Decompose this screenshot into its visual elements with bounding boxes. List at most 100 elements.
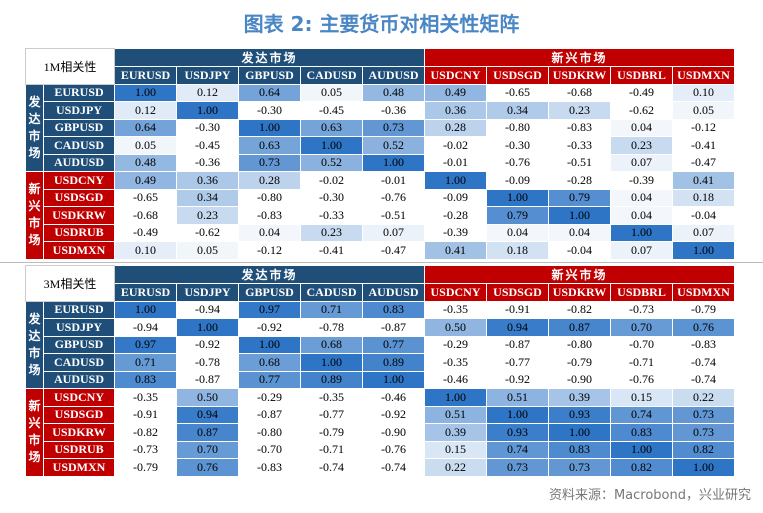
correlation-cell: 0.04	[610, 118, 673, 137]
correlation-cell: -0.30	[176, 118, 239, 137]
correlation-cell: -0.68	[548, 83, 611, 102]
correlation-cell: 0.12	[176, 83, 239, 102]
row-header: USDRUB	[43, 440, 115, 459]
correlation-cell: 0.73	[672, 405, 735, 424]
correlation-cell: -0.80	[548, 335, 611, 354]
correlation-cell: -0.83	[238, 458, 301, 477]
divider	[0, 262, 763, 263]
row-group-label-developed: 发达市场	[25, 83, 44, 172]
correlation-cell: 0.23	[300, 223, 363, 242]
correlation-cell: -0.36	[176, 153, 239, 172]
correlation-cell: 1.00	[424, 388, 487, 407]
column-header: USDKRW	[548, 283, 611, 302]
correlation-cell: 0.23	[610, 136, 673, 155]
correlation-cell: 0.36	[424, 101, 487, 120]
correlation-cell: -0.62	[176, 223, 239, 242]
correlation-cell: -0.79	[114, 458, 177, 477]
row-header: USDSGD	[43, 405, 115, 424]
correlation-cell: -0.46	[424, 370, 487, 389]
correlation-cell: -0.71	[610, 353, 673, 372]
column-header: USDMXN	[672, 66, 735, 85]
correlation-cell: 1.00	[672, 458, 735, 477]
correlation-cell: 0.74	[486, 440, 549, 459]
period-label: 3M相关性	[25, 265, 115, 302]
correlation-cell: -0.78	[176, 353, 239, 372]
row-header: USDCNY	[43, 388, 115, 407]
correlation-cell: -0.47	[672, 153, 735, 172]
correlation-cell: -0.91	[486, 300, 549, 319]
column-header: EURUSD	[114, 283, 177, 302]
correlation-cell: 0.93	[548, 405, 611, 424]
row-header: USDKRW	[43, 206, 115, 225]
correlation-cell: 0.89	[362, 353, 425, 372]
correlation-cell: -0.92	[486, 370, 549, 389]
correlation-cell: -0.39	[610, 171, 673, 190]
correlation-cell: 1.00	[362, 153, 425, 172]
correlation-cell: -0.70	[238, 440, 301, 459]
correlation-cell: -0.30	[300, 188, 363, 207]
table-row: USDRUB -0.49 -0.62 0.04 0.23 0.07 -0.39 0.04 0.0…	[26, 223, 735, 242]
column-header: EURUSD	[114, 66, 177, 85]
correlation-cell: -0.29	[424, 335, 487, 354]
correlation-cell: 0.71	[114, 353, 177, 372]
correlation-cell: 0.22	[424, 458, 487, 477]
row-header: CADUSD	[43, 353, 115, 372]
correlation-cell: -0.79	[300, 423, 363, 442]
table-row: USDMXN 0.10 0.05 -0.12 -0.41 -0.47 0.41 0.18 -0.…	[26, 241, 735, 260]
correlation-cell: 0.04	[610, 206, 673, 225]
correlation-cell: -0.35	[114, 388, 177, 407]
group-header-developed: 发达市场	[114, 265, 425, 284]
correlation-cell: 0.73	[548, 458, 611, 477]
table-row: 发达市场 EURUSD 1.00 0.12 0.64 0.05 0.48 0.49 -0.65-…	[25, 83, 735, 172]
column-header: USDSGD	[486, 66, 549, 85]
correlation-cell: 0.71	[300, 300, 363, 319]
correlation-cell: 1.00	[176, 318, 239, 337]
column-header: USDBRL	[610, 283, 673, 302]
source-note: 资料来源：Macrobond，兴业研究	[548, 488, 751, 503]
row-header: USDMXN	[43, 241, 115, 260]
correlation-cell: 0.83	[548, 440, 611, 459]
correlation-cell: -0.80	[238, 423, 301, 442]
correlation-cell: 0.50	[176, 388, 239, 407]
correlation-cell: 0.64	[238, 83, 301, 102]
correlation-cell: 0.04	[238, 223, 301, 242]
correlation-cell: 0.52	[362, 136, 425, 155]
correlation-cell: -0.30	[238, 101, 301, 120]
correlation-cell: -0.46	[362, 388, 425, 407]
correlation-cell: 0.12	[114, 101, 177, 120]
correlation-cell: 0.04	[486, 223, 549, 242]
correlation-cell: 0.07	[672, 223, 735, 242]
row-header: USDCNY	[43, 171, 115, 190]
column-header: AUDUSD	[362, 283, 425, 302]
column-header: CADUSD	[300, 283, 363, 302]
correlation-cell: -0.80	[238, 188, 301, 207]
correlation-cell: -0.76	[610, 370, 673, 389]
correlation-cell: 0.23	[548, 101, 611, 120]
correlation-cell: 0.83	[362, 300, 425, 319]
correlation-cell: 0.10	[114, 241, 177, 260]
table-row: GBPUSD 0.97 -0.92 1.00 0.68 0.77 -0.29 -0.87 -0.…	[26, 335, 735, 354]
correlation-cell: 0.39	[424, 423, 487, 442]
correlation-cell: 0.74	[610, 405, 673, 424]
correlation-cell: -0.01	[424, 153, 487, 172]
correlation-cell: -0.94	[114, 318, 177, 337]
row-header: USDMXN	[43, 458, 115, 477]
correlation-cell: -0.77	[300, 405, 363, 424]
correlation-cell: 0.34	[176, 188, 239, 207]
column-header: CADUSD	[300, 66, 363, 85]
correlation-cell: 0.05	[114, 136, 177, 155]
correlation-cell: -0.83	[548, 118, 611, 137]
correlation-cell: -0.79	[548, 353, 611, 372]
correlation-cell: 0.94	[176, 405, 239, 424]
correlation-cell: -0.01	[362, 171, 425, 190]
column-header: USDSGD	[486, 283, 549, 302]
correlation-cell: 0.18	[486, 241, 549, 260]
correlation-cell: -0.83	[238, 206, 301, 225]
correlation-cell: 0.70	[610, 318, 673, 337]
correlation-cell: 1.00	[548, 423, 611, 442]
row-header: USDRUB	[43, 223, 115, 242]
correlation-cell: 1.00	[486, 188, 549, 207]
row-header: GBPUSD	[43, 118, 115, 137]
correlation-cell: -0.65	[486, 83, 549, 102]
correlation-cell: 0.97	[238, 300, 301, 319]
